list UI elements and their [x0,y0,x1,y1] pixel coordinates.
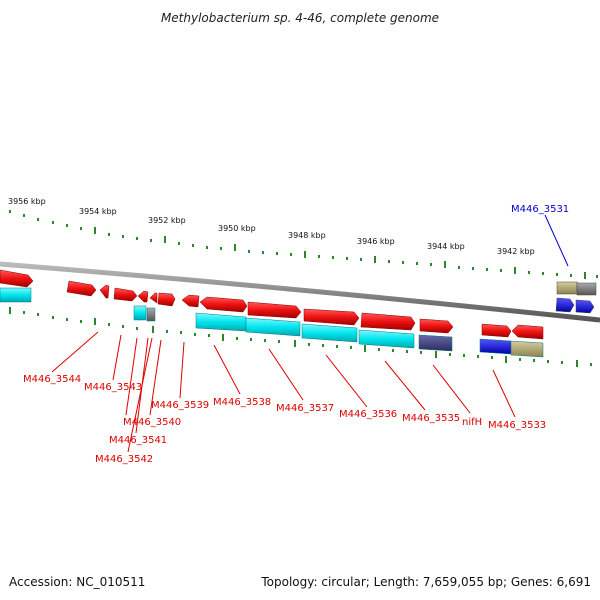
gene-labels: M446_3531 M446_3544 M446_3543 M446_3539 … [23,204,569,465]
leader-line [268,348,304,401]
gene-arrow [247,301,302,319]
leader-line [492,369,516,418]
gene-label-m446-3535: M446_3535 [402,413,460,424]
leader-line [51,331,99,373]
inner-tick-ring [9,307,592,367]
leader-line [544,214,569,267]
gene-label-m446-3538: M446_3538 [213,397,271,408]
scale-label: 3942 kbp [497,247,535,256]
gene-arrow [360,312,416,331]
gene-label-m446-3544: M446_3544 [23,374,81,385]
scale-label: 3946 kbp [357,237,395,246]
blue-gene-arrow [555,297,575,313]
leader-line [432,364,471,414]
gene-arrow [199,296,248,313]
gene-label-m446-3541: M446_3541 [109,435,167,446]
grey-feature [576,282,597,296]
cds-block [245,317,301,337]
leader-line [127,337,153,453]
khaki-feature [556,281,578,295]
leader-line [125,337,138,416]
gene-arrow [99,284,110,299]
gene-arrow [113,287,138,302]
gene-label-m446-3543: M446_3543 [84,382,142,393]
khaki-block [510,340,544,358]
gene-arrow [511,324,544,340]
gene-arrow [137,290,149,303]
blue-gene-arrow [575,299,595,314]
topology-text: Topology: circular; Length: 7,659,055 bp… [260,575,591,589]
blue-block [479,338,512,355]
leader-line [179,341,185,399]
slate-block [418,334,453,352]
outer-tick-ring [9,210,598,279]
cds-block [0,287,32,303]
gene-arrow [149,292,158,304]
grey-block [146,307,156,322]
gene-arrow [157,292,176,307]
gene-arrow [66,280,97,297]
scale-label: 3950 kbp [218,224,256,233]
leader-line [149,339,162,416]
scale-label: 3944 kbp [427,242,465,251]
cds-block [133,305,147,321]
forward-genes [0,269,544,340]
gene-label-m446-3542: M446_3542 [95,454,153,465]
gene-arrow [303,308,360,326]
cds-block [358,329,415,349]
scale-label: 3948 kbp [288,231,326,240]
leader-lines [51,214,569,453]
gene-label-nifh: nifH [462,417,482,428]
gene-label-m446-3531: M446_3531 [511,204,569,215]
gene-arrow [481,323,512,338]
scale-label: 3954 kbp [79,207,117,216]
leader-line [325,354,368,408]
map-title: Methylobacterium sp. 4-46, complete geno… [161,11,439,25]
gene-label-m446-3540: M446_3540 [123,417,181,428]
gene-arrow [419,318,454,334]
accession-text: Accession: NC_010511 [9,575,145,589]
scale-label: 3952 kbp [148,216,186,225]
scale-label: 3956 kbp [8,197,46,206]
gene-arrow [181,294,200,308]
genome-backbone [0,261,600,323]
gene-label-m446-3537: M446_3537 [276,403,334,414]
leader-line [112,334,122,381]
leader-line [384,360,426,411]
gene-arrow [0,269,34,288]
gene-label-m446-3539: M446_3539 [151,400,209,411]
scale-labels: 3956 kbp 3954 kbp 3952 kbp 3950 kbp 3948… [8,197,535,256]
gene-label-m446-3533: M446_3533 [488,420,546,431]
feature-3531 [555,281,597,314]
cds-block [195,312,247,332]
gene-label-m446-3536: M446_3536 [339,409,397,420]
leader-line [213,344,241,395]
cds-block [301,323,358,343]
cds-features [0,287,544,358]
